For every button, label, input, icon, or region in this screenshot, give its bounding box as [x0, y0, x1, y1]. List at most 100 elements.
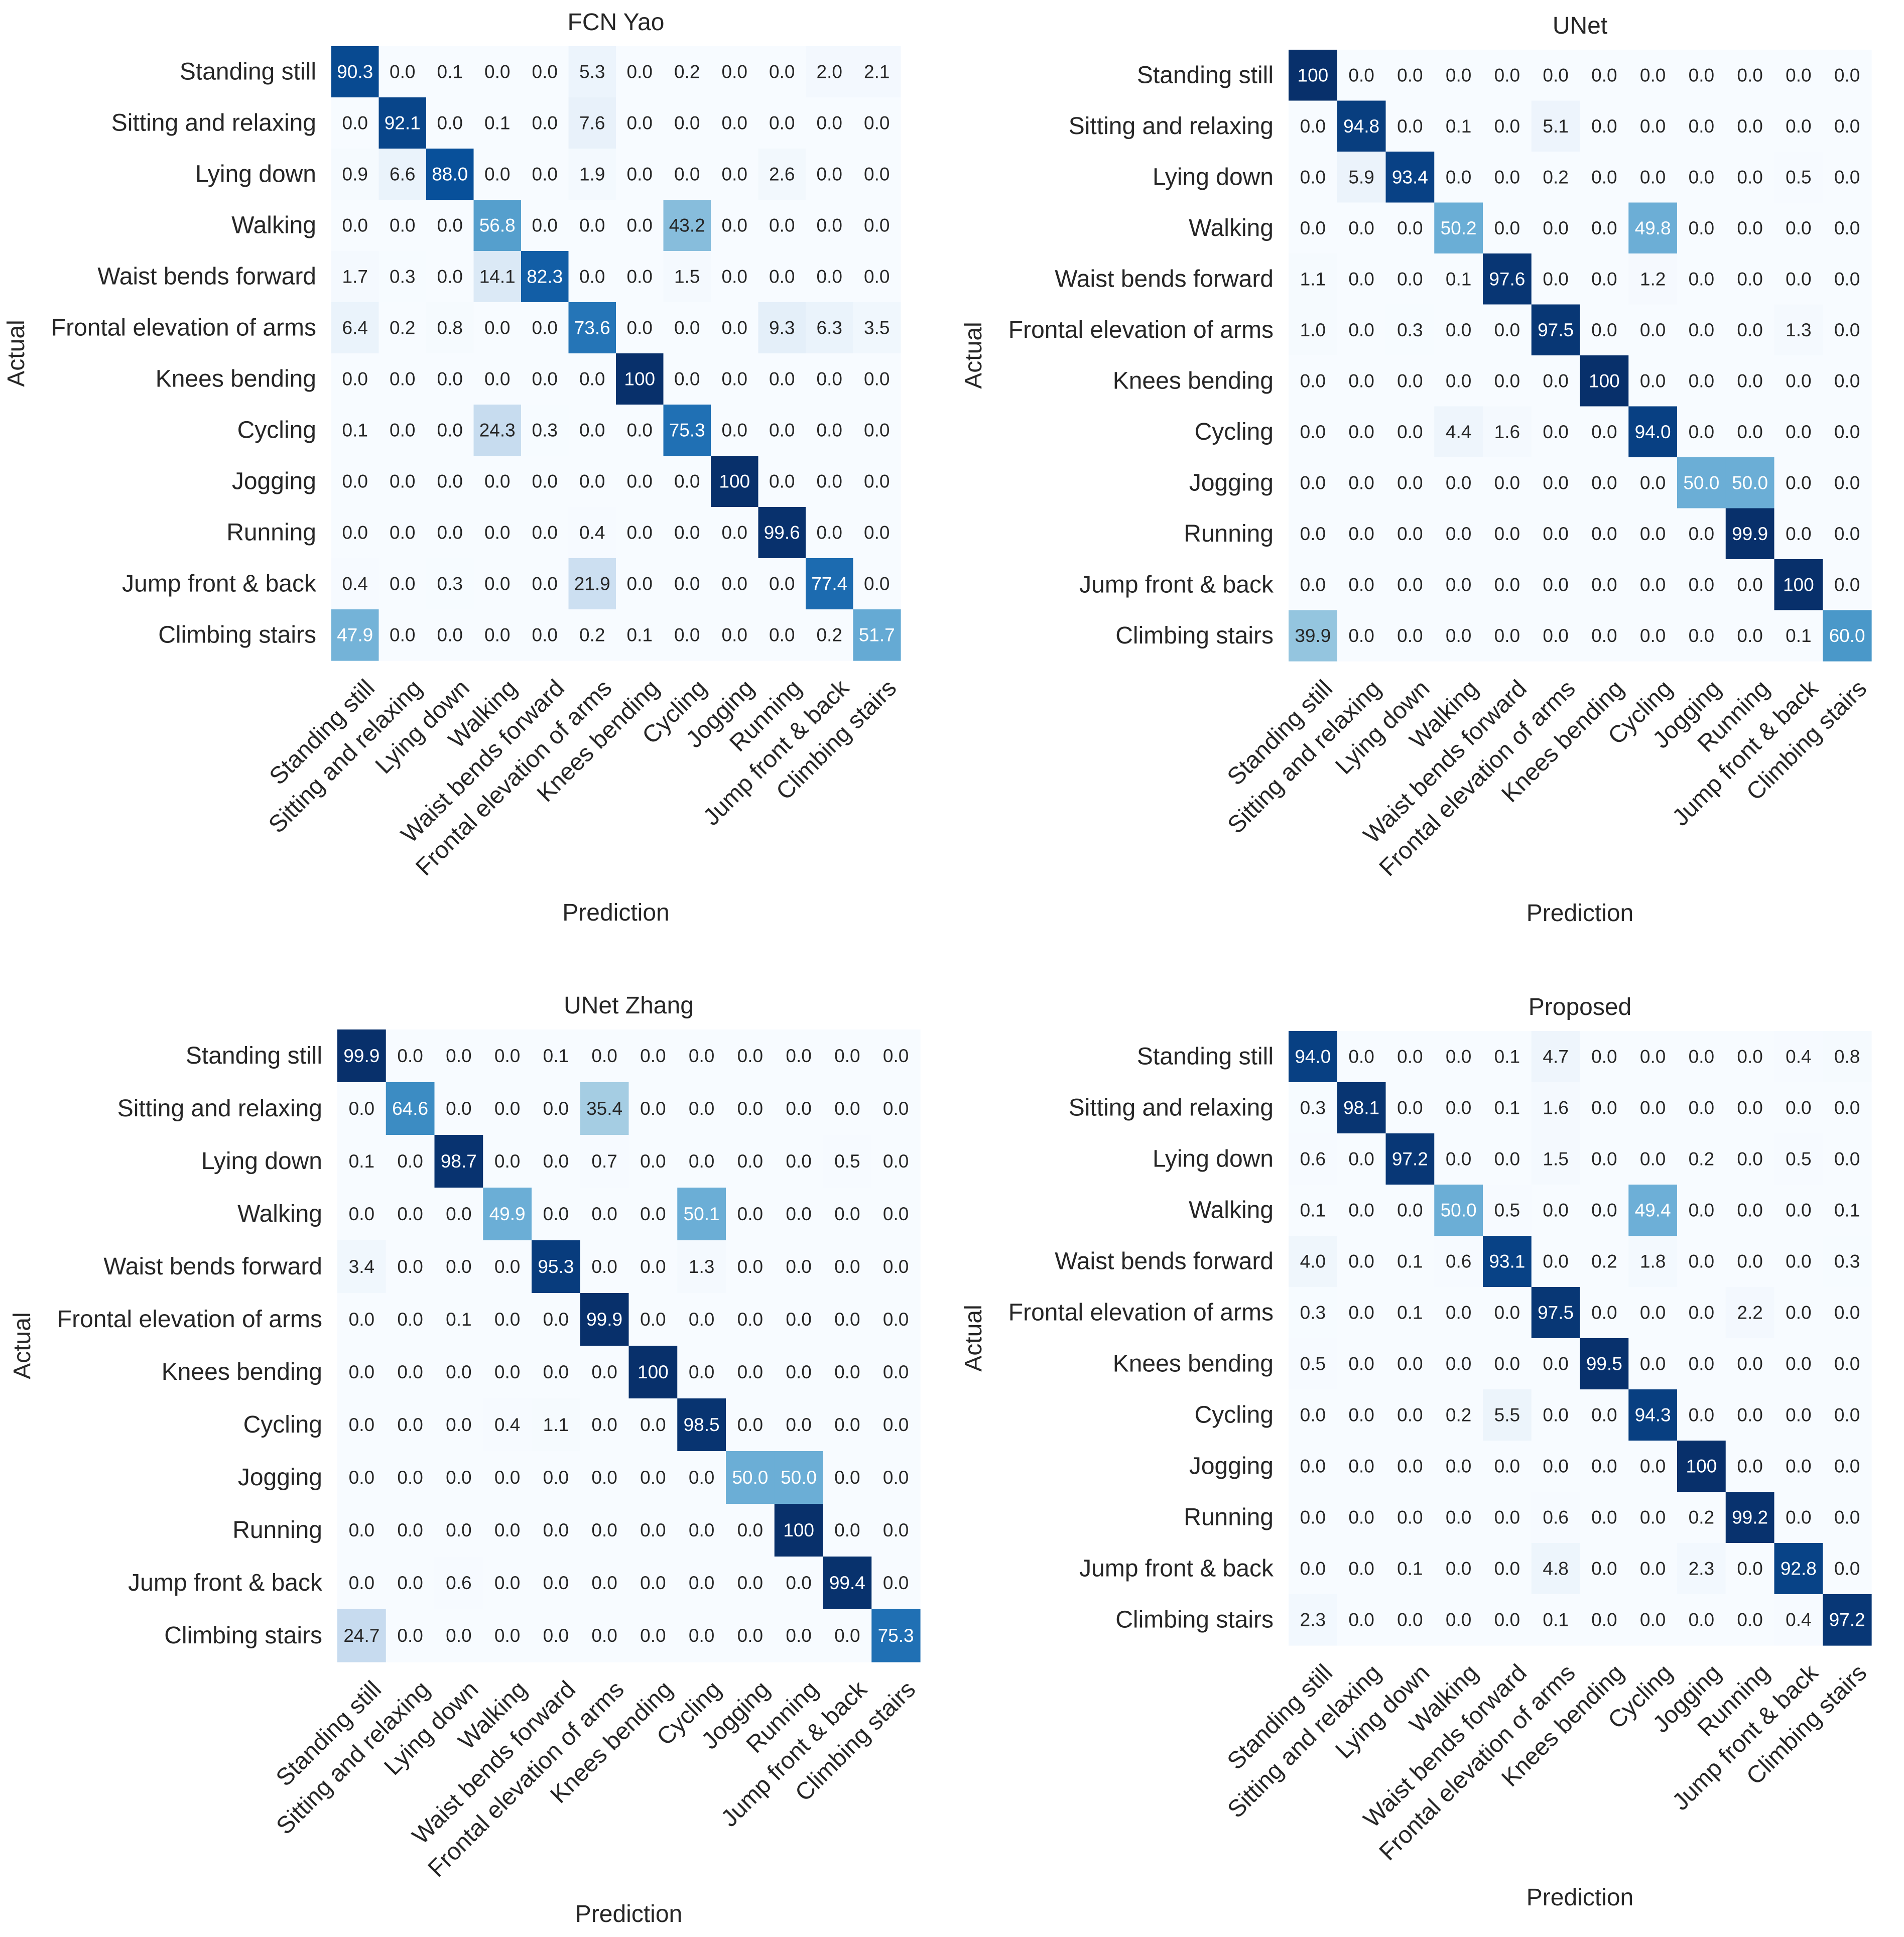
heatmap-cell: [1385, 559, 1435, 611]
cell-value: 99.9: [1732, 524, 1768, 544]
cell-value: 0.0: [1591, 1507, 1617, 1528]
cell-value: 50.0: [1441, 1200, 1477, 1221]
cell-value: 0.1: [1834, 1200, 1860, 1221]
heatmap-cell: [521, 251, 569, 303]
heatmap-cell: [1289, 457, 1338, 509]
heatmap-cell: [1580, 202, 1629, 254]
cell-value: 0.0: [769, 215, 795, 236]
cell-value: 0.0: [1834, 422, 1860, 442]
heatmap-cell: [1823, 406, 1872, 458]
cell-value: 0.0: [1591, 574, 1617, 595]
heatmap-cell: [853, 97, 901, 149]
cell-value: 1.1: [543, 1414, 569, 1435]
heatmap-cell: [1725, 406, 1775, 458]
cell-value: 0.0: [494, 1098, 520, 1119]
heatmap-cell: [1580, 508, 1629, 560]
cell-value: 0.0: [1640, 1456, 1666, 1477]
cell-value: 0.0: [1640, 625, 1666, 646]
cell-value: 0.0: [484, 625, 510, 645]
heatmap-cell: [568, 97, 616, 149]
heatmap-cell: [711, 558, 759, 610]
heatmap-cell: [386, 1293, 435, 1346]
cell-value: 0.0: [1834, 1507, 1860, 1528]
row-label-waist-bends-forward: Waist bends forward: [1055, 266, 1274, 292]
heatmap-cell: [774, 1504, 824, 1557]
cell-value: 0.0: [591, 1414, 617, 1435]
cell-value: 0.0: [1446, 1098, 1471, 1118]
heatmap-cell: [337, 1082, 387, 1135]
heatmap-cell: [806, 609, 854, 661]
row-label-waist-bends-forward: Waist bends forward: [97, 264, 316, 290]
cell-value: 0.0: [397, 1467, 423, 1488]
cell-value: 0.1: [1397, 1251, 1423, 1272]
cell-value: 0.0: [437, 523, 463, 543]
heatmap-cell: [1385, 1543, 1435, 1595]
heatmap-cell: [473, 353, 522, 405]
cell-value: 0.0: [737, 1362, 763, 1382]
heatmap-cell: [331, 456, 379, 507]
cell-value: 0.0: [1834, 320, 1860, 340]
cell-value: 0.0: [1786, 218, 1811, 238]
heatmap-cell: [1385, 1082, 1435, 1134]
heatmap-cell: [616, 200, 664, 251]
cell-value: 0.0: [1834, 116, 1860, 137]
cell-value: 6.3: [817, 318, 842, 338]
cell-value: 0.0: [627, 164, 653, 185]
cell-value: 0.0: [722, 574, 747, 594]
heatmap-cell: [726, 1135, 775, 1188]
cell-value: 0.0: [1834, 1303, 1860, 1323]
cell-value: 0.0: [1397, 1354, 1423, 1374]
heatmap-cell: [823, 1346, 872, 1399]
cell-value: 0.0: [494, 1309, 520, 1330]
heatmap-cell: [1483, 1543, 1532, 1595]
cell-value: 0.0: [1689, 524, 1714, 544]
heatmap-cell: [677, 1188, 726, 1241]
heatmap-cell: [663, 302, 711, 354]
cell-value: 64.6: [392, 1098, 428, 1119]
heatmap-cell: [1434, 1594, 1483, 1646]
heatmap-cell: [1531, 304, 1581, 356]
cell-value: 0.5: [834, 1151, 860, 1172]
heatmap-cell: [1289, 1236, 1338, 1287]
heatmap-cell: [628, 1135, 678, 1188]
cell-value: 0.0: [1446, 320, 1471, 340]
cell-value: 2.1: [864, 62, 890, 82]
heatmap-cell: [1774, 1082, 1823, 1134]
heatmap-cell: [1677, 202, 1726, 254]
cell-value: 97.2: [1392, 1149, 1428, 1170]
cell-value: 99.6: [764, 523, 800, 543]
heatmap-cell: [1580, 457, 1629, 509]
heatmap-cell: [1483, 304, 1532, 356]
heatmap-cell: [853, 609, 901, 661]
heatmap-cell: [521, 456, 569, 507]
row-label-cycling: Cycling: [1195, 1402, 1274, 1429]
cell-value: 0.0: [722, 369, 747, 390]
cell-value: 0.1: [1300, 1200, 1326, 1221]
heatmap-cell: [1434, 1492, 1483, 1543]
cell-value: 100: [783, 1520, 814, 1540]
cell-value: 0.0: [722, 113, 747, 134]
cell-value: 1.0: [1300, 320, 1326, 340]
cell-value: 3.5: [864, 318, 890, 338]
heatmap-cell: [1289, 202, 1338, 254]
heatmap-cell: [823, 1398, 872, 1452]
cell-value: 50.0: [781, 1467, 817, 1488]
heatmap-cell: [378, 97, 427, 149]
heatmap-cell: [378, 251, 427, 303]
heatmap-cell: [1580, 610, 1629, 662]
cell-value: 98.1: [1343, 1098, 1379, 1118]
heatmap-cell: [1725, 100, 1775, 152]
cell-value: 0.0: [1397, 65, 1423, 85]
cell-value: 0.0: [1689, 1354, 1714, 1374]
cell-value: 0.0: [1737, 1559, 1762, 1579]
heatmap-cell: [711, 97, 759, 149]
cell-value: 0.0: [737, 1625, 763, 1646]
cell-value: 100: [1589, 370, 1620, 391]
heatmap-cell: [1337, 1594, 1386, 1646]
cell-value: 0.0: [1737, 320, 1762, 340]
heatmap-cell: [434, 1346, 483, 1399]
heatmap-cell: [1483, 1389, 1532, 1441]
cell-value: 0.4: [1786, 1610, 1811, 1630]
cell-value: 97.5: [1538, 1303, 1574, 1323]
heatmap-cell: [521, 353, 569, 405]
